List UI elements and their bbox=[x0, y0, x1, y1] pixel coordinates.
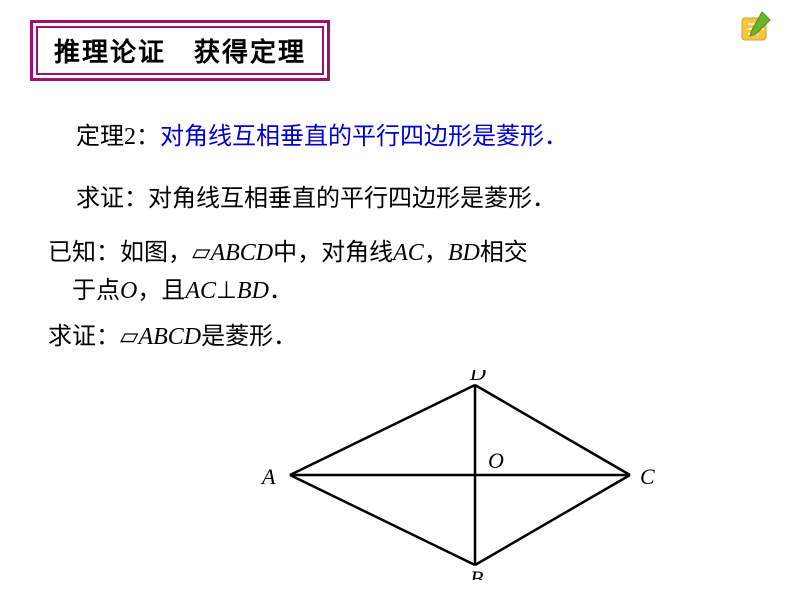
theorem-label: 定理2： bbox=[76, 124, 160, 150]
svg-text:C: C bbox=[640, 464, 655, 489]
given-end: ． bbox=[269, 278, 293, 304]
svg-text:A: A bbox=[260, 464, 276, 489]
svg-text:D: D bbox=[469, 370, 486, 385]
perp-symbol: ⊥ bbox=[216, 278, 237, 304]
given-block: 已知：如图，▱ABCD中，对角线AC，BD相交 于点O，且AC⊥BD． bbox=[48, 234, 528, 311]
parallelogram-symbol-2: ▱ bbox=[120, 322, 138, 351]
given-sep: ， bbox=[424, 240, 448, 266]
perp-b: BD bbox=[237, 278, 269, 304]
diagonal-bd: BD bbox=[448, 240, 480, 266]
point-o: O bbox=[120, 278, 137, 304]
given-mid1: 中，对角线 bbox=[273, 240, 393, 266]
rhombus-diagram: A C D B O bbox=[260, 370, 660, 585]
section-title-box: 推理论证 获得定理 bbox=[10, 14, 350, 87]
section-title: 推理论证 获得定理 bbox=[54, 38, 306, 67]
goal-suffix: 是菱形． bbox=[201, 324, 297, 350]
given-mid3: ，且 bbox=[137, 278, 185, 304]
given-line2-prefix: 于点 bbox=[72, 278, 120, 304]
pencil-note-icon bbox=[736, 8, 776, 53]
theorem-content: 对角线互相垂直的平行四边形是菱形． bbox=[160, 124, 568, 150]
goal-prefix: 求证： bbox=[48, 324, 120, 350]
goal-block: 求证：▱ABCD是菱形． bbox=[48, 316, 297, 351]
theorem-line: 定理2：对角线互相垂直的平行四边形是菱形． bbox=[76, 116, 568, 151]
diagonal-ac: AC bbox=[393, 240, 424, 266]
goal-shape-label: ABCD bbox=[138, 324, 201, 350]
given-mid2: 相交 bbox=[480, 240, 528, 266]
parallelogram-symbol: ▱ bbox=[192, 234, 210, 272]
perp-a: AC bbox=[185, 278, 216, 304]
prove-statement: 求证：对角线互相垂直的平行四边形是菱形． bbox=[76, 178, 556, 213]
shape-label: ABCD bbox=[210, 240, 273, 266]
given-prefix: 已知：如图， bbox=[48, 240, 192, 266]
svg-text:O: O bbox=[488, 448, 504, 473]
svg-text:B: B bbox=[470, 566, 483, 580]
